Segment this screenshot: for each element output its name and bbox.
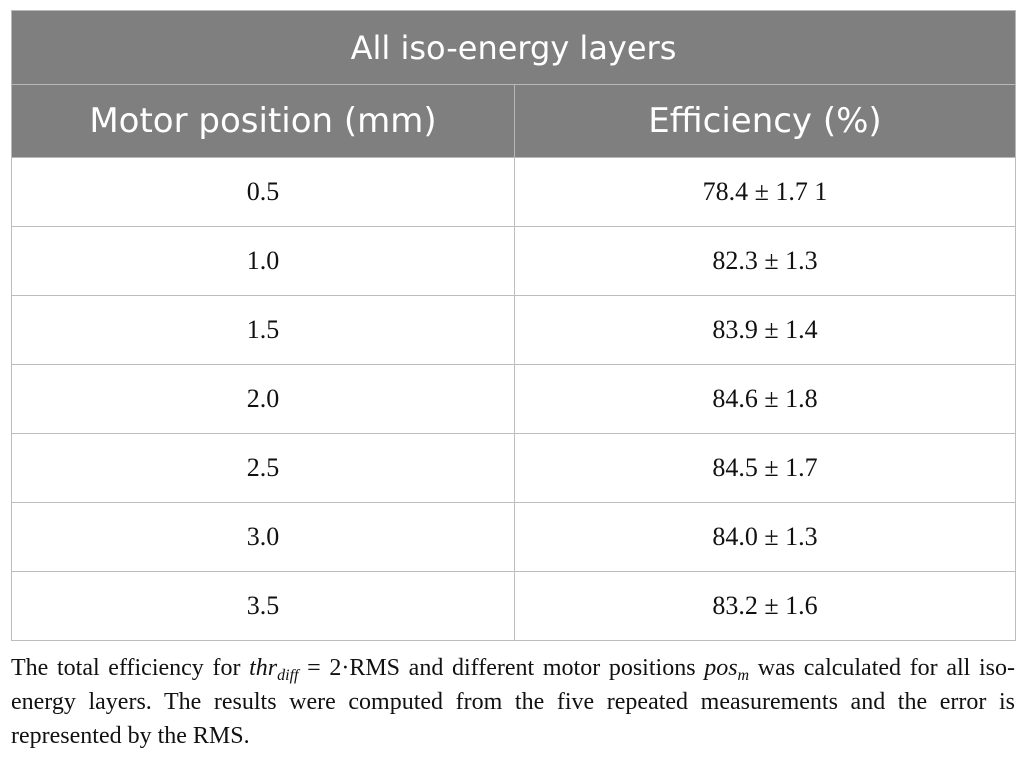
results-table-container: All iso-energy layers Motor position (mm… bbox=[11, 10, 1016, 641]
cell-efficiency: 84.0 ± 1.3 bbox=[514, 502, 1016, 572]
cell-motor-position: 3.5 bbox=[11, 571, 515, 641]
cell-motor-position: 1.5 bbox=[11, 295, 515, 365]
cell-motor-position: 1.0 bbox=[11, 226, 515, 296]
cell-motor-position: 3.0 bbox=[11, 502, 515, 572]
caption-thr-symbol: thr bbox=[249, 655, 278, 681]
table-row: 1.5 83.9 ± 1.4 bbox=[11, 295, 1016, 365]
table-title: All iso-energy layers bbox=[11, 10, 1016, 85]
table-row: 2.5 84.5 ± 1.7 bbox=[11, 433, 1016, 503]
cell-motor-position: 2.5 bbox=[11, 433, 515, 503]
cell-efficiency: 78.4 ± 1.7 1 bbox=[514, 157, 1016, 227]
cell-efficiency: 83.2 ± 1.6 bbox=[514, 571, 1016, 641]
table-row: 2.0 84.6 ± 1.8 bbox=[11, 364, 1016, 434]
cell-efficiency: 83.9 ± 1.4 bbox=[514, 295, 1016, 365]
table-row: 3.5 83.2 ± 1.6 bbox=[11, 571, 1016, 641]
table-header-row: Motor position (mm) Efficiency (%) bbox=[11, 84, 1016, 158]
header-efficiency: Efficiency (%) bbox=[514, 84, 1016, 158]
results-table: All iso-energy layers Motor position (mm… bbox=[11, 10, 1016, 641]
caption-thr-subscript: diff bbox=[277, 667, 299, 684]
cell-efficiency: 84.5 ± 1.7 bbox=[514, 433, 1016, 503]
table-caption: The total efficiency for thrdiff = 2·RMS… bbox=[11, 651, 1015, 753]
caption-pos-symbol: pos bbox=[704, 655, 738, 681]
header-motor-position: Motor position (mm) bbox=[11, 84, 515, 158]
cell-motor-position: 2.0 bbox=[11, 364, 515, 434]
table-row: 0.5 78.4 ± 1.7 1 bbox=[11, 157, 1016, 227]
cell-efficiency: 82.3 ± 1.3 bbox=[514, 226, 1016, 296]
caption-text: was calculated for all iso-energy layers… bbox=[11, 655, 1015, 749]
table-title-row: All iso-energy layers bbox=[11, 10, 1016, 85]
cell-efficiency: 84.6 ± 1.8 bbox=[514, 364, 1016, 434]
table-row: 3.0 84.0 ± 1.3 bbox=[11, 502, 1016, 572]
caption-text: = 2·RMS and different motor positions bbox=[298, 655, 705, 681]
cell-motor-position: 0.5 bbox=[11, 157, 515, 227]
table-row: 1.0 82.3 ± 1.3 bbox=[11, 226, 1016, 296]
caption-text: The total efficiency for bbox=[11, 655, 250, 681]
caption-pos-subscript: m bbox=[737, 667, 750, 684]
